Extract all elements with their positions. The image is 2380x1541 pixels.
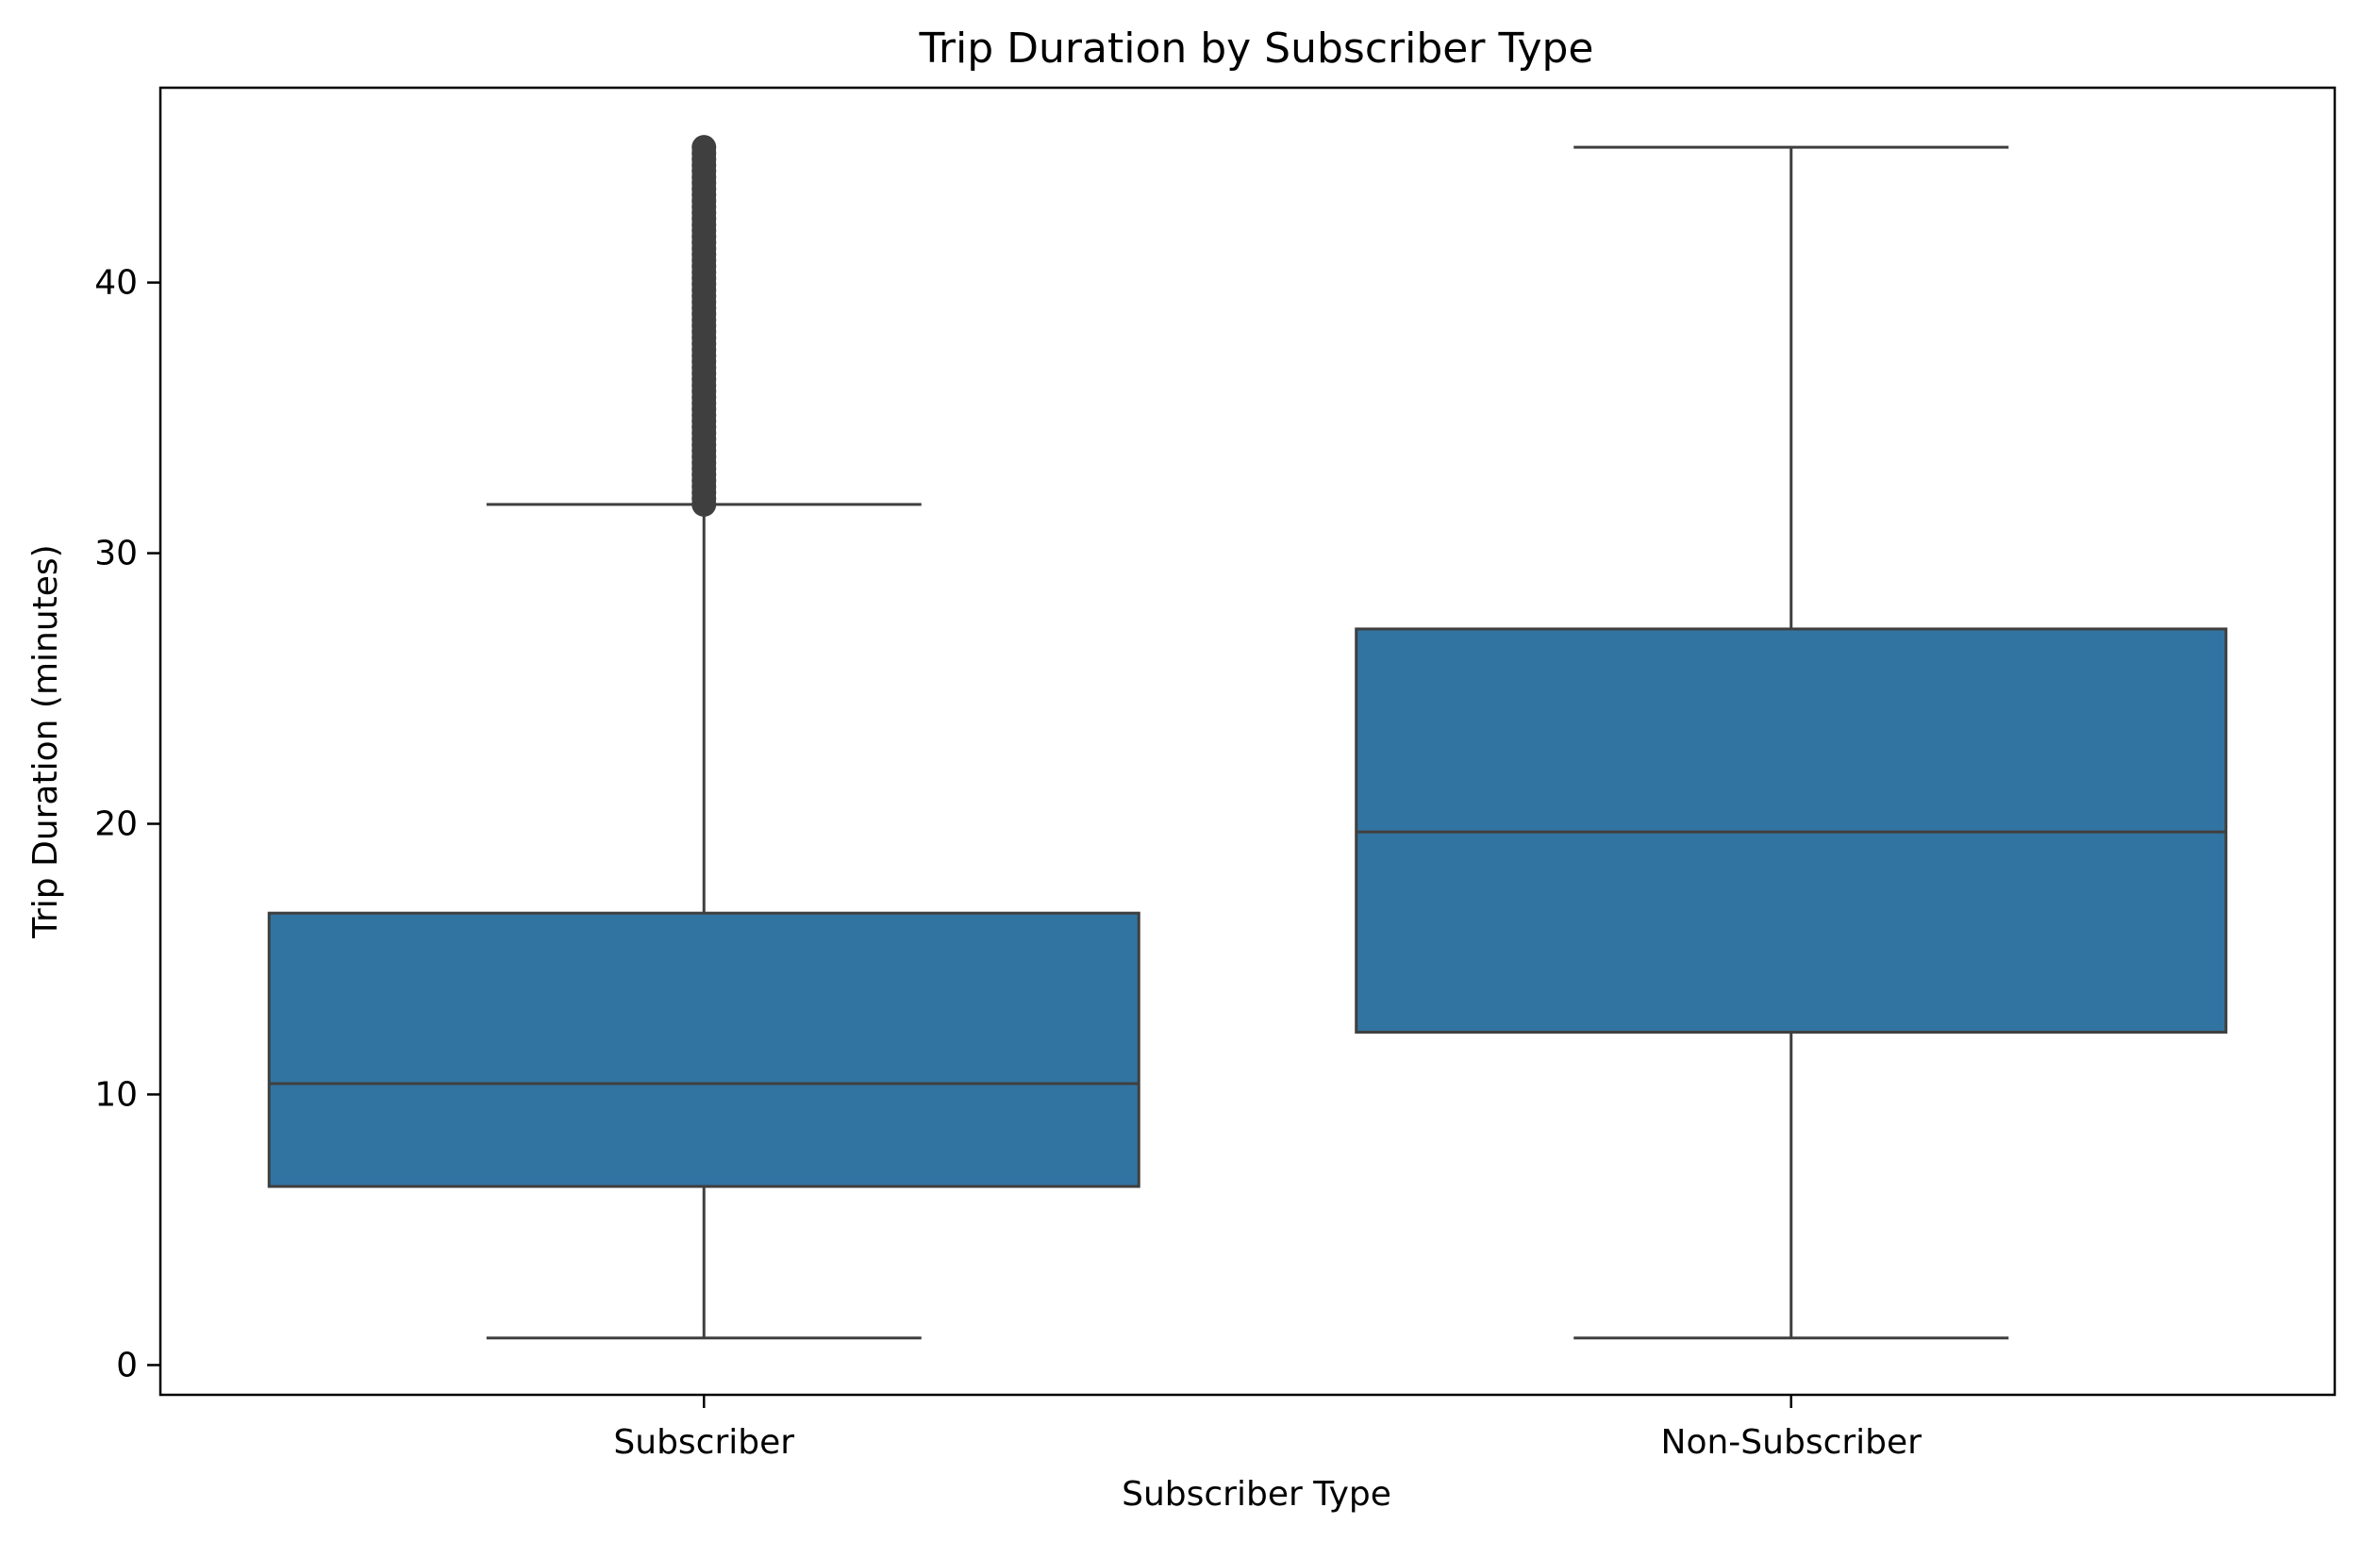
plot-frame bbox=[158, 86, 2337, 1397]
x-tick-label: Non-Subscriber bbox=[1661, 1423, 1922, 1462]
x-tick-label: Subscriber bbox=[613, 1423, 794, 1462]
box-group-1 bbox=[1355, 145, 2228, 1340]
y-axis-label: Trip Duration (minutes) bbox=[26, 544, 65, 938]
chart-title: Trip Duration by Subscriber Type bbox=[919, 25, 1594, 73]
y-axis: 0 10 20 30 40 bbox=[94, 264, 160, 1384]
y-tick-label: 20 bbox=[94, 805, 138, 844]
y-tick-label: 30 bbox=[94, 535, 138, 573]
y-tick-label: 0 bbox=[116, 1346, 138, 1384]
box-iqr bbox=[267, 911, 1140, 1188]
outlier-points bbox=[691, 135, 717, 517]
plot-area bbox=[267, 135, 2228, 1340]
x-axis-label: Subscriber Type bbox=[1122, 1475, 1391, 1514]
outlier-point bbox=[691, 135, 717, 160]
box-group-0 bbox=[267, 135, 1140, 1340]
x-axis: Subscriber Non-Subscriber bbox=[613, 1395, 1922, 1462]
y-tick-label: 40 bbox=[94, 264, 138, 303]
y-tick-label: 10 bbox=[94, 1075, 138, 1114]
